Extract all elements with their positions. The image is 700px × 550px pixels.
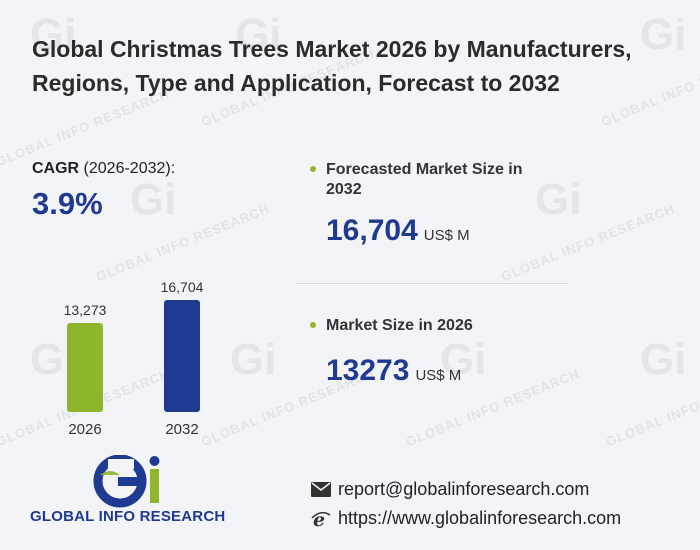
watermark-text: GLOBAL INFO RESEARCH [603,366,700,450]
website-text[interactable]: https://www.globalinforesearch.com [338,508,622,528]
browser-icon: e [310,509,332,529]
bar-2032 [164,300,200,412]
watermark-logo: Gi [640,335,687,384]
forecast-value: 16,704 [326,214,418,247]
forecast-metric: Forecasted Market Size in 2032 16,704 US$… [310,160,550,248]
email-text[interactable]: report@globalinforesearch.com [338,479,590,499]
cagr-label-bold: CAGR [32,160,80,177]
watermark-logo: Gi [130,175,177,224]
brand-name: GLOBAL INFO RESEARCH [30,508,226,525]
contact-website[interactable]: e https://www.globalinforesearch.com [310,508,621,529]
divider [296,283,568,284]
forecast-value-line: 16,704 US$ M [310,214,550,248]
watermark-logo: Gi [640,10,687,59]
contact-email[interactable]: report@globalinforesearch.com [310,479,589,500]
bullet-dot-icon [310,166,316,172]
cagr-label-period: (2026-2032): [79,160,176,177]
global-info-research-logo [93,455,160,508]
current-metric: Market Size in 2026 13273 US$ M [310,316,550,388]
current-label-wrap: Market Size in 2026 [310,316,550,336]
market-size-bar-chart: 13,273 2026 16,704 2032 [64,279,204,438]
bar-value-label-2032: 16,704 [161,279,204,295]
forecast-label: Forecasted Market Size in 2032 [326,161,523,198]
forecast-label-wrap: Forecasted Market Size in 2032 [310,160,550,200]
cagr-value: 3.9% [32,186,103,221]
current-value-line: 13273 US$ M [310,354,550,388]
category-label-2032: 2032 [165,421,198,438]
current-value: 13273 [326,354,410,387]
mail-icon [310,480,332,500]
bar-value-label-2026: 13,273 [64,302,107,318]
bullet-dot-icon [310,322,316,328]
page-title: Global Christmas Trees Market 2026 by Ma… [32,36,632,96]
category-label-2026: 2026 [68,421,101,438]
bar-2026 [67,323,103,412]
current-unit: US$ M [415,367,462,384]
forecast-unit: US$ M [423,227,470,244]
cagr-label: CAGR (2026-2032): [32,160,175,178]
current-label: Market Size in 2026 [326,317,473,334]
